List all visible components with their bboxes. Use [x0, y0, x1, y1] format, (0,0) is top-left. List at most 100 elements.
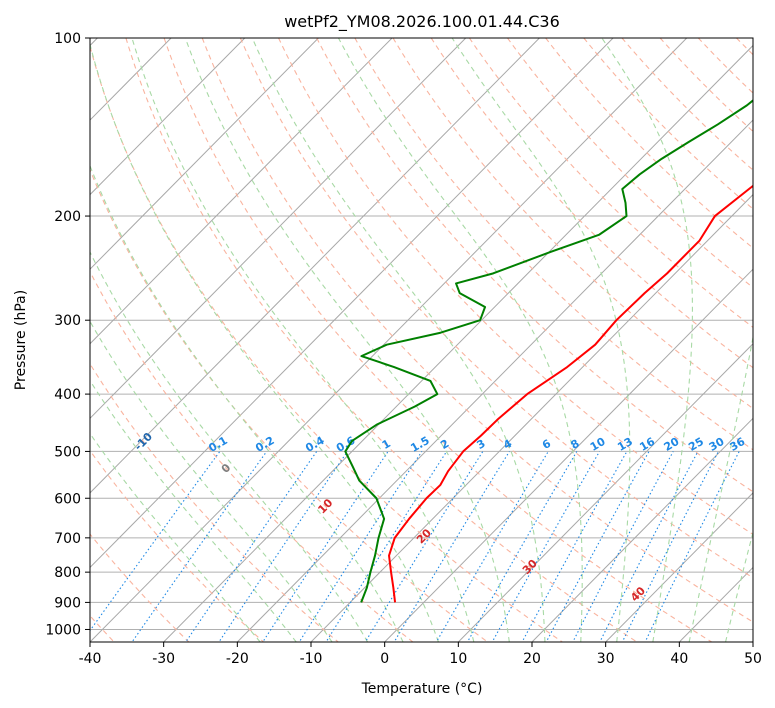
isotherm-line [236, 119, 753, 642]
adiabat-label: 30 [520, 557, 540, 577]
x-tick-label: 10 [449, 651, 467, 667]
dry-adiabat-line [659, 38, 753, 133]
y-tick-label: 600 [54, 491, 81, 507]
isotherm-line [90, 38, 540, 494]
dry-adiabat-line [736, 38, 753, 56]
mixing-ratio-label: 2 [438, 437, 451, 452]
y-axis-label: Pressure (hPa) [13, 290, 29, 390]
moist-adiabat-line [601, 38, 693, 642]
dry-adiabat-line [316, 38, 753, 493]
y-tick-label: 900 [54, 595, 81, 611]
moist-adiabat-line [90, 164, 404, 642]
y-tick-label: 300 [54, 313, 81, 329]
dry-adiabat-line [163, 38, 713, 642]
mixing-ratio-label: 4 [501, 437, 514, 452]
mixing-ratio-line [325, 451, 448, 642]
dry-adiabat-line [201, 38, 753, 623]
moist-adiabat-line [251, 38, 546, 642]
dry-adiabat-line [125, 38, 638, 642]
moist-adiabat-line [90, 42, 439, 642]
moist-adiabat-line [90, 432, 261, 642]
dry-adiabat-line [507, 38, 753, 289]
dry-adiabat-line [90, 168, 488, 642]
moist-adiabat-line [451, 38, 631, 642]
isotherm-line [531, 417, 753, 642]
isotherm-line [678, 566, 753, 642]
mixing-ratio-line [393, 451, 510, 642]
dry-adiabat-line [90, 270, 414, 642]
isotherm-line [457, 343, 753, 642]
adiabat-label: 40 [628, 584, 648, 604]
moist-adiabat-line [688, 334, 753, 642]
mixing-ratio-line [185, 451, 318, 642]
x-tick-label: -20 [226, 651, 249, 667]
chart-title: wetPf2_YM08.2026.100.01.44.C36 [284, 12, 560, 32]
plot-frame [89, 37, 754, 643]
dry-adiabat-line [583, 38, 753, 210]
dry-adiabat-line [621, 38, 753, 171]
y-tick-label: 200 [54, 209, 81, 225]
isotherm-line [752, 641, 753, 642]
moist-adiabat-line [131, 38, 475, 642]
x-axis-label: Temperature (°C) [361, 681, 483, 697]
isotherm-line [90, 38, 246, 196]
y-tick-label: 800 [54, 565, 81, 581]
moist-adiabat-line [725, 530, 753, 642]
isotherm-line [163, 44, 753, 642]
x-tick-label: -40 [79, 651, 102, 667]
mixing-ratio-line [364, 451, 484, 642]
x-tick-label: 30 [597, 651, 615, 667]
isotherm-line [90, 38, 467, 420]
y-tick-label: 100 [54, 31, 81, 47]
x-tick-label: 50 [744, 651, 762, 667]
moist-adiabat-line [90, 379, 297, 642]
dry-adiabat-line [468, 38, 753, 329]
dry-adiabat-line [90, 44, 563, 642]
mixing-ratio-line [262, 451, 389, 642]
dry-adiabat-line [90, 449, 264, 642]
mixing-ratio-label: 6 [540, 437, 553, 452]
dry-adiabat-line [354, 38, 753, 451]
mixing-ratio-line [521, 451, 628, 642]
mixing-ratio-line [545, 451, 650, 642]
dry-adiabat-line [392, 38, 753, 410]
y-tick-label: 500 [54, 444, 81, 460]
adiabat-label: -10 [132, 430, 155, 453]
isotherm-line [90, 38, 393, 345]
dewpoint-profile-line [344, 99, 753, 603]
x-tick-label: 40 [670, 651, 688, 667]
moist-adiabat-line [184, 38, 510, 642]
mixing-ratio-line [466, 451, 578, 642]
moist-adiabat-line [90, 250, 369, 642]
isotherm-line [90, 38, 688, 642]
isotherm-line [90, 38, 614, 569]
isotherm-line [90, 38, 319, 270]
adiabat-label: 20 [414, 526, 434, 546]
mixing-ratio-line [298, 451, 423, 642]
mixing-ratio-line [644, 451, 740, 642]
dry-adiabat-line [278, 38, 753, 536]
dry-adiabat-line [90, 533, 190, 642]
mixing-ratio-line [491, 451, 601, 642]
y-tick-label: 700 [54, 531, 81, 547]
dry-adiabat-line [90, 362, 339, 642]
y-tick-label: 400 [54, 387, 81, 403]
dry-adiabat-line [430, 38, 753, 369]
x-tick-label: -10 [300, 651, 323, 667]
moist-adiabat-line [90, 320, 333, 642]
mixing-ratio-line [90, 451, 221, 632]
x-tick-label: -30 [152, 651, 175, 667]
dry-adiabat-line [545, 38, 753, 249]
x-tick-label: 20 [523, 651, 541, 667]
y-tick-label: 1000 [45, 622, 81, 638]
mixing-ratio-line [435, 451, 549, 642]
isotherm-line [384, 268, 753, 642]
dry-adiabat-line [239, 38, 753, 579]
mixing-ratio-line [131, 451, 268, 642]
moist-adiabat-line [337, 38, 583, 642]
isotherm-line [605, 492, 753, 642]
temperature-profile-line [388, 184, 753, 603]
x-tick-label: 0 [380, 651, 389, 667]
mixing-ratio-line [218, 451, 348, 642]
